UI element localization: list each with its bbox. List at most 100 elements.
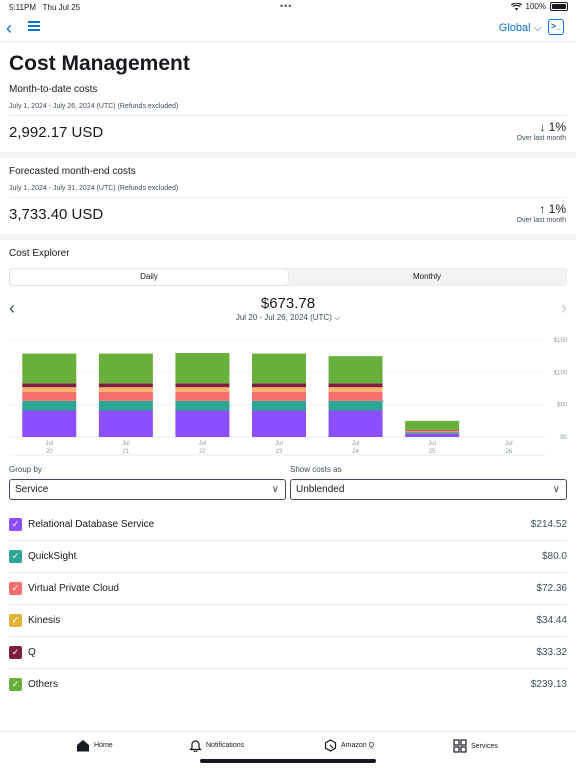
bar-segment[interactable] xyxy=(98,391,153,401)
bar-segment[interactable] xyxy=(175,400,230,411)
cloudshell-icon[interactable]: >_ xyxy=(548,19,564,35)
checkbox-checked-icon[interactable]: ✓ xyxy=(9,518,22,531)
bar-segment[interactable] xyxy=(98,387,153,392)
bar-segment[interactable] xyxy=(22,391,77,401)
show-costs-value: Unblended xyxy=(296,484,345,495)
forecast-change-label: Over last month xyxy=(516,217,566,224)
bar-segment[interactable] xyxy=(22,383,77,388)
bar-segment[interactable] xyxy=(98,383,153,388)
bar-segment[interactable] xyxy=(405,431,460,433)
cost-explorer-title: Cost Explorer xyxy=(9,248,70,259)
x-tick-day: 22 xyxy=(199,449,206,455)
back-chevron-icon[interactable]: ‹ xyxy=(6,18,12,38)
bar-segment[interactable] xyxy=(22,353,77,384)
bar-segment[interactable] xyxy=(405,420,460,430)
battery-icon xyxy=(550,2,568,11)
bar-segment[interactable] xyxy=(328,387,383,392)
bar-segment[interactable] xyxy=(98,410,153,437)
status-bar: 5:11PM Thu Jul 25 ••• 100% xyxy=(0,0,576,14)
checkbox-checked-icon[interactable]: ✓ xyxy=(9,614,22,627)
x-tick-day: 25 xyxy=(429,449,436,455)
group-by-select[interactable]: Service ∨ xyxy=(9,479,286,500)
page-title: Cost Management xyxy=(9,52,190,75)
bar-segment[interactable] xyxy=(22,410,77,437)
bar-segment[interactable] xyxy=(252,391,306,401)
bar-segment[interactable] xyxy=(328,400,383,411)
bar-segment[interactable] xyxy=(328,383,383,388)
bell-icon xyxy=(189,740,202,752)
bar-segment[interactable] xyxy=(252,353,306,384)
chevron-down-icon: ∨ xyxy=(271,484,279,495)
bar-segment[interactable] xyxy=(175,387,230,392)
forecast-label: Forecasted month-end costs xyxy=(9,166,136,177)
service-name: Others xyxy=(28,679,59,690)
service-row-q[interactable]: ✓ Q $33.32 xyxy=(9,637,567,669)
bar-segment[interactable] xyxy=(22,387,77,392)
bar-segment[interactable] xyxy=(328,391,383,401)
month-to-date-range: July 1, 2024 - July 26, 2024 (UTC) (Refu… xyxy=(9,103,179,110)
bar-segment[interactable] xyxy=(328,410,383,437)
bar-segment[interactable] xyxy=(175,383,230,388)
x-tick-month: Jul xyxy=(352,441,360,447)
period-total: $673.78 xyxy=(260,295,316,312)
bar-segment[interactable] xyxy=(175,410,230,437)
service-row-rds[interactable]: ✓ Relational Database Service $214.52 xyxy=(9,509,567,541)
tab-home[interactable]: Home xyxy=(76,739,113,752)
bar-segment[interactable] xyxy=(405,430,460,432)
home-icon xyxy=(77,740,89,752)
bar-segment[interactable] xyxy=(22,400,77,411)
show-costs-label: Show costs as xyxy=(290,465,342,474)
bar-segment[interactable] xyxy=(252,410,306,437)
checkbox-checked-icon[interactable]: ✓ xyxy=(9,582,22,595)
checkbox-checked-icon[interactable]: ✓ xyxy=(9,646,22,659)
x-tick-day: 24 xyxy=(352,449,359,455)
service-row-others[interactable]: ✓ Others $239.13 xyxy=(9,669,567,701)
month-to-date-card[interactable]: Month-to-date costs July 1, 2024 - July … xyxy=(0,78,576,152)
bar-segment[interactable] xyxy=(405,429,460,431)
navigation-bar: ‹ Global ⌵ >_ xyxy=(0,14,576,42)
chevron-down-icon: ⌵ xyxy=(334,313,341,322)
month-to-date-change: ↓ 1% xyxy=(539,120,566,134)
next-period-chevron-icon[interactable]: › xyxy=(561,298,567,318)
bar-segment[interactable] xyxy=(175,391,230,401)
bar-segment[interactable] xyxy=(252,400,306,411)
tab-monthly[interactable]: Monthly xyxy=(412,272,441,281)
tab-daily[interactable]: Daily xyxy=(10,269,288,285)
forecast-card[interactable]: Forecasted month-end costs July 1, 2024 … xyxy=(0,160,576,234)
granularity-segmented-control: Daily Monthly xyxy=(9,268,567,286)
service-row-kinesis[interactable]: ✓ Kinesis $34.44 xyxy=(9,605,567,637)
x-tick-day: 26 xyxy=(505,449,512,455)
y-tick-label: $150 xyxy=(554,338,568,344)
previous-period-chevron-icon[interactable]: ‹ xyxy=(9,298,15,318)
service-cost: $239.13 xyxy=(530,679,567,690)
tab-amazon-q[interactable]: Amazon Q xyxy=(324,739,374,752)
x-tick-month: Jul xyxy=(45,441,53,447)
checkbox-checked-icon[interactable]: ✓ xyxy=(9,550,22,563)
bar-segment[interactable] xyxy=(98,353,153,384)
forecast-change: ↑ 1% xyxy=(539,202,566,216)
service-name: Q xyxy=(28,647,36,658)
service-row-vpc[interactable]: ✓ Virtual Private Cloud $72.36 xyxy=(9,573,567,605)
service-row-quicksight[interactable]: ✓ QuickSight $80.0 xyxy=(9,541,567,573)
bar-segment[interactable] xyxy=(175,352,230,384)
period-range-selector[interactable]: Jul 20 - Jul 26, 2024 (UTC) ⌵ xyxy=(235,313,341,322)
y-tick-label: $100 xyxy=(554,370,568,376)
checkbox-checked-icon[interactable]: ✓ xyxy=(9,678,22,691)
show-costs-select[interactable]: Unblended ∨ xyxy=(290,479,567,500)
bar-segment[interactable] xyxy=(252,383,306,388)
bar-segment[interactable] xyxy=(405,432,460,434)
tab-services[interactable]: Services xyxy=(453,739,498,753)
service-cost: $72.36 xyxy=(536,583,567,594)
service-cost: $34.44 xyxy=(536,615,567,626)
multitasking-dots-icon[interactable]: ••• xyxy=(280,1,293,11)
hamburger-menu-icon[interactable] xyxy=(28,21,40,33)
bar-segment[interactable] xyxy=(98,400,153,411)
region-selector[interactable]: Global ⌵ xyxy=(498,22,542,34)
bar-segment[interactable] xyxy=(328,356,383,384)
bar-segment[interactable] xyxy=(405,433,460,437)
bar-segment[interactable] xyxy=(252,387,306,392)
tab-notifications[interactable]: Notifications xyxy=(189,739,244,752)
status-time: 5:11PM Thu Jul 25 xyxy=(9,3,81,12)
month-to-date-change-label: Over last month xyxy=(516,135,566,142)
x-tick-month: Jul xyxy=(428,441,436,447)
